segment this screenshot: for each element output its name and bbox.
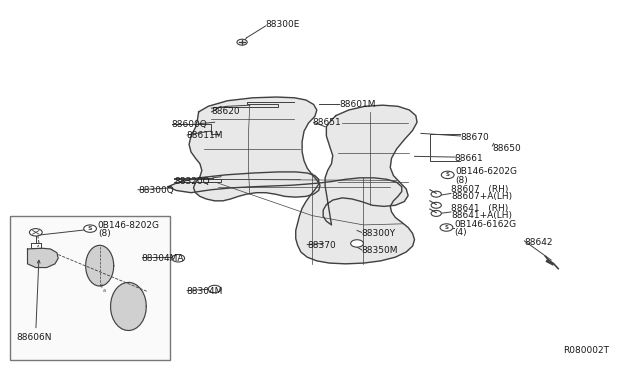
Circle shape — [29, 229, 42, 236]
Polygon shape — [111, 282, 147, 330]
Text: (8): (8) — [456, 176, 468, 185]
Circle shape — [351, 240, 364, 247]
Text: 88300Q: 88300Q — [138, 186, 173, 195]
Text: 88350M: 88350M — [362, 246, 398, 255]
Text: 88661: 88661 — [454, 154, 483, 163]
Circle shape — [84, 225, 97, 232]
Polygon shape — [168, 172, 415, 264]
Text: 88606N: 88606N — [17, 333, 52, 343]
Text: 0B146-8202G: 0B146-8202G — [98, 221, 160, 230]
Polygon shape — [86, 245, 114, 286]
Text: 88670: 88670 — [461, 133, 489, 142]
Text: 88300E: 88300E — [266, 20, 300, 29]
Text: 88370: 88370 — [307, 241, 336, 250]
Text: 88304M: 88304M — [186, 287, 222, 296]
Text: 0B146-6162G: 0B146-6162G — [454, 220, 516, 229]
Text: 88304MA: 88304MA — [141, 254, 184, 263]
Text: S: S — [444, 225, 449, 230]
Text: 0B146-6202G: 0B146-6202G — [456, 167, 517, 176]
Circle shape — [208, 285, 221, 293]
Text: 88320Q: 88320Q — [174, 177, 210, 186]
Text: a: a — [102, 288, 106, 293]
Text: 88607   (RH): 88607 (RH) — [451, 185, 508, 194]
Text: 88607+A(LH): 88607+A(LH) — [451, 192, 512, 201]
Polygon shape — [323, 105, 417, 225]
Text: (4): (4) — [454, 228, 467, 237]
Text: (8): (8) — [98, 229, 111, 238]
Text: 88641   (RH): 88641 (RH) — [451, 205, 508, 214]
Circle shape — [431, 191, 442, 197]
Text: S: S — [445, 172, 450, 177]
Circle shape — [431, 211, 442, 217]
Text: 88300Y: 88300Y — [362, 229, 396, 238]
Text: R080002T: R080002T — [563, 346, 609, 355]
Text: 88620: 88620 — [211, 108, 240, 116]
Circle shape — [237, 39, 247, 45]
Polygon shape — [189, 97, 320, 201]
Text: 88650: 88650 — [492, 144, 521, 153]
Circle shape — [172, 254, 184, 262]
Text: 88641+A(LH): 88641+A(LH) — [451, 211, 512, 220]
Text: 88600Q: 88600Q — [172, 121, 207, 129]
Circle shape — [442, 171, 454, 179]
Text: 88651: 88651 — [312, 119, 341, 128]
Circle shape — [440, 224, 453, 231]
Text: 88611M: 88611M — [186, 131, 222, 141]
Text: 88642: 88642 — [524, 238, 553, 247]
Circle shape — [431, 202, 442, 208]
Bar — [10, 216, 170, 360]
Text: +: + — [99, 283, 104, 289]
Text: 88601M: 88601M — [339, 100, 376, 109]
Polygon shape — [28, 248, 58, 267]
Text: S: S — [88, 226, 92, 231]
